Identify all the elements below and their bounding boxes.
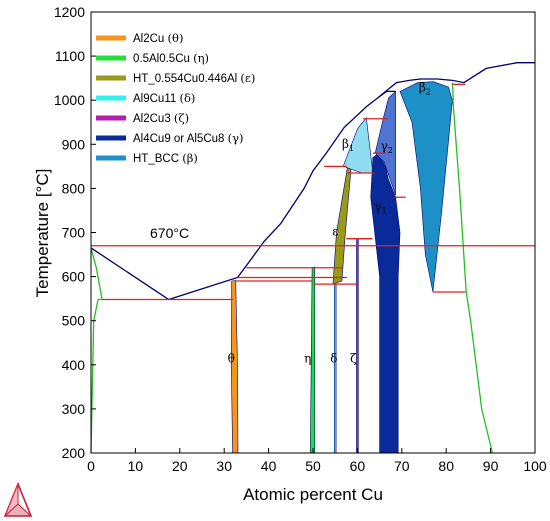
isotherm-annotation: 670°C [150,225,189,241]
y-axis-label: Temperature [°C] [33,169,52,298]
y-tick-label: 400 [62,357,86,373]
phase-label: ε [332,225,338,239]
y-tick-label: 800 [62,180,86,196]
y-tick-label: 900 [62,136,86,152]
legend-entry: Al4Cu9 or Al5Cu8 (γ) [133,131,243,145]
y-tick-label: 300 [62,401,86,417]
legend-entry: HT_0.554Cu0.446Al (ε) [133,71,255,85]
x-tick-label: 0 [87,458,95,474]
y-tick-label: 1000 [54,92,85,108]
x-axis-label: Atomic percent Cu [243,485,383,504]
x-tick-label: 10 [128,458,144,474]
phase-label: δ [330,352,337,366]
x-tick-label: 70 [394,458,410,474]
phase-label: η [304,352,311,366]
legend-entry: Al2Cu (θ) [133,31,183,45]
phase-region-ζ [357,239,359,453]
y-tick-label: 1100 [55,48,85,64]
phase-label: θ [228,352,235,366]
legend-entry: HT_BCC (β) [133,151,198,165]
x-tick-label: 60 [350,458,366,474]
phase-label: ζ [350,352,357,366]
x-tick-label: 30 [216,458,232,474]
x-tick-label: 100 [523,458,547,474]
y-tick-label: 1200 [54,4,85,20]
phase-region-δ [334,284,336,453]
x-tick-label: 50 [305,458,321,474]
legend-entry: Al2Cu3 (ζ) [133,111,189,125]
x-tick-label: 90 [483,458,499,474]
x-tick-label: 40 [261,458,277,474]
phase-boundary-5 [452,83,453,101]
y-tick-label: 200 [62,445,86,461]
legend-entry: 0.5Al0.5Cu (η) [133,51,209,65]
x-tick-label: 20 [172,458,188,474]
y-tick-label: 700 [62,225,86,241]
y-tick-label: 500 [62,313,86,329]
y-tick-label: 600 [62,269,86,285]
x-tick-label: 80 [438,458,454,474]
legend-entry: Al9Cu11 (δ) [133,91,195,105]
